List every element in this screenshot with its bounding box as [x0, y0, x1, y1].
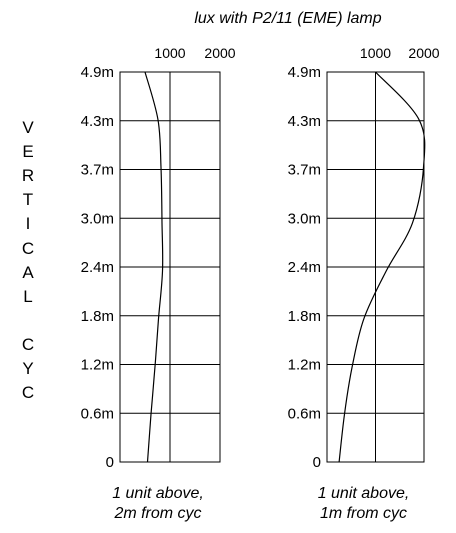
y-tick-label: 4.3m [81, 113, 114, 130]
side-label-letter: C [22, 383, 34, 402]
y-tick-label: 0.6m [288, 405, 321, 422]
panel-caption: 1 unit above, [318, 485, 410, 502]
y-tick-label: 0 [313, 454, 321, 471]
side-label-letter: I [26, 214, 31, 233]
y-tick-label: 1.8m [288, 308, 321, 325]
chart-title: lux with P2/11 (EME) lamp [194, 10, 381, 27]
panel-caption: 2m from cyc [113, 505, 201, 522]
x-tick-label: 2000 [204, 45, 235, 61]
y-tick-label: 2.4m [81, 259, 114, 276]
side-label-letter: A [22, 263, 34, 282]
side-label-letter: Y [22, 359, 33, 378]
panel-caption: 1 unit above, [112, 485, 204, 502]
x-tick-label: 1000 [360, 45, 391, 61]
y-tick-label: 1.2m [288, 357, 321, 374]
y-tick-label: 2.4m [288, 259, 321, 276]
y-tick-label: 1.8m [81, 308, 114, 325]
x-tick-label: 1000 [154, 45, 185, 61]
y-tick-label: 0.6m [81, 405, 114, 422]
y-tick-label: 3.0m [288, 210, 321, 227]
y-tick-label: 0 [106, 454, 114, 471]
side-label-letter: E [22, 142, 33, 161]
side-label-letter: C [22, 239, 34, 258]
side-label-letter: T [23, 190, 33, 209]
x-tick-label: 2000 [408, 45, 439, 61]
lux-curve [338, 71, 426, 463]
panel-left: 0 0.6m 1.2m 1.8m 2.4m 3.0m 3.7m 4.3m 4.9m 1000 200… [81, 45, 236, 522]
side-label-letter: R [22, 166, 34, 185]
y-tick-label: 3.0m [81, 210, 114, 227]
panel-caption: 1m from cyc [320, 505, 407, 522]
panel-right: 0 0.6m 1.2m 1.8m 2.4m 3.0m 3.7m 4.3m 4.9m 1000 200… [288, 45, 440, 522]
y-tick-label: 4.9m [81, 64, 114, 81]
y-tick-label: 4.9m [288, 64, 321, 81]
y-tick-label: 4.3m [288, 113, 321, 130]
side-label-letter: V [22, 118, 34, 137]
side-label-letter: C [22, 335, 34, 354]
y-tick-label: 1.2m [81, 357, 114, 374]
y-tick-label: 3.7m [81, 162, 114, 179]
y-tick-label: 3.7m [288, 162, 321, 179]
side-label-letter: L [23, 287, 32, 306]
lux-curve [144, 71, 164, 463]
